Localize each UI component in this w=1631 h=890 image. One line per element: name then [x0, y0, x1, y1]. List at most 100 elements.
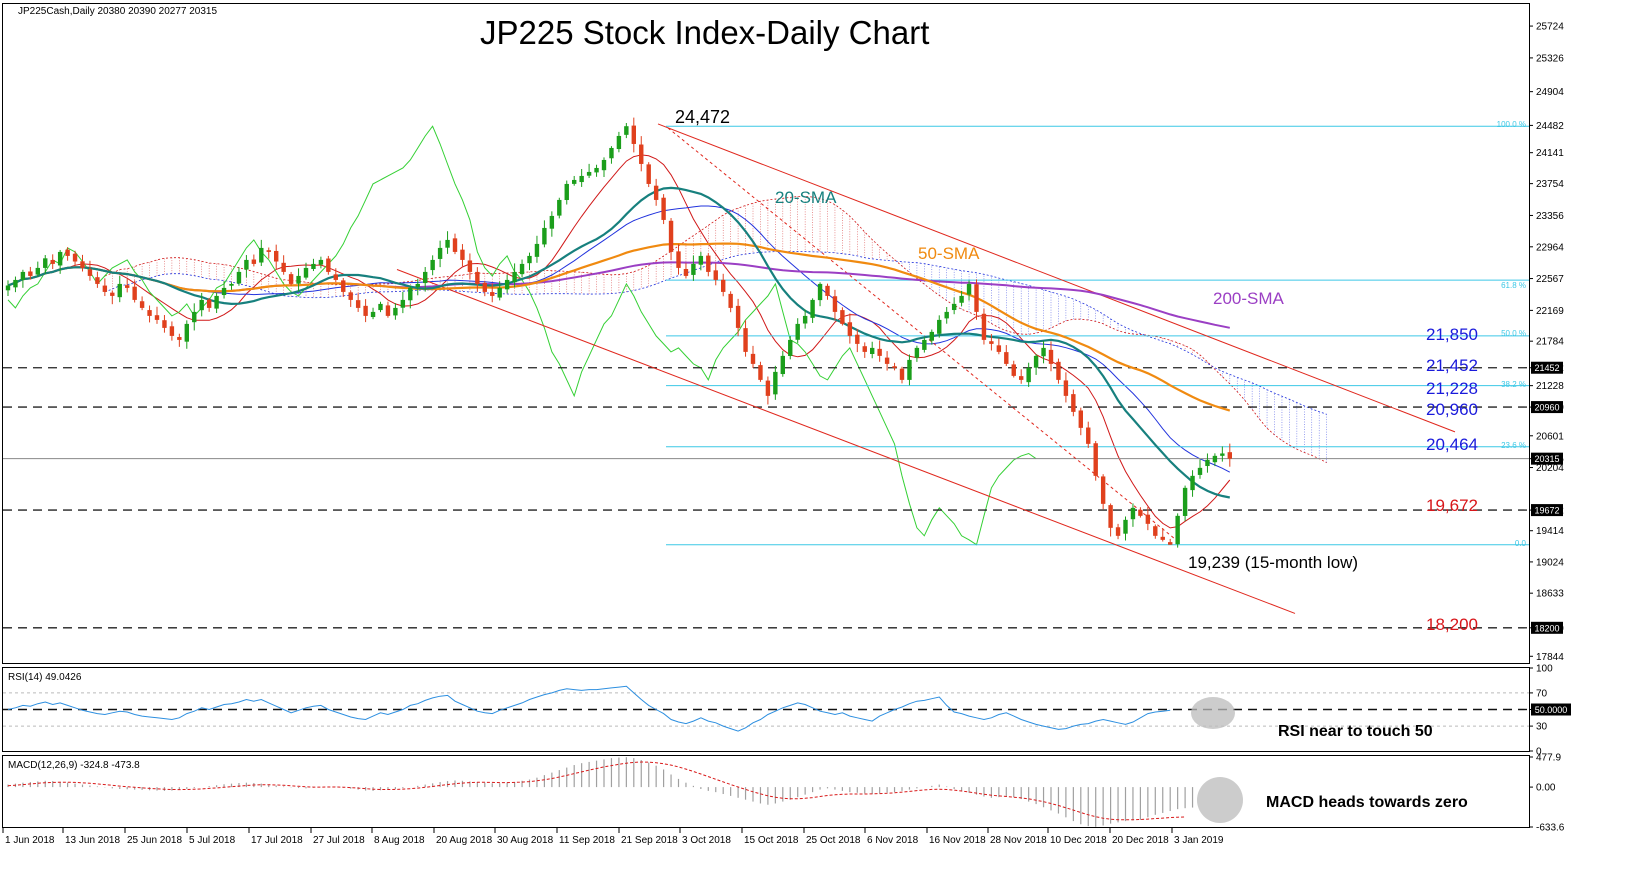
descending-channel: [396, 123, 1456, 614]
macd-annotation: MACD heads towards zero: [1266, 794, 1468, 811]
candle-body: [512, 271, 517, 283]
fib-label-100: 100.0 %: [1497, 120, 1526, 129]
price-panel-frame: [2, 3, 1530, 664]
candle-body: [1153, 526, 1158, 536]
price-tag-box: [1531, 452, 1563, 465]
time-tick-label: 10 Dec 2018: [1050, 835, 1107, 846]
candle-body: [661, 197, 666, 220]
symbol-info: JP225Cash,Daily 20380 20390 20277 20315: [18, 6, 217, 17]
candle-body: [423, 271, 428, 284]
candle-body: [318, 259, 324, 265]
sma20-line: [7, 186, 1231, 499]
candle-body: [870, 347, 875, 354]
candle-body: [125, 285, 130, 288]
level-label-20960: 20,960: [1426, 400, 1478, 419]
channel-diagonal-line: [667, 127, 1181, 544]
candle-body: [542, 227, 547, 245]
candle-body: [728, 293, 733, 308]
candle-body: [564, 183, 569, 201]
candle-body: [832, 296, 838, 312]
candle-body: [117, 283, 122, 298]
candle-body: [348, 292, 353, 300]
candle-body: [601, 159, 607, 171]
fib-labels: 100.0 % 61.8 % 50.0 % 38.2 % 23.6 % 0.0: [1497, 120, 1527, 548]
candle-body: [892, 366, 897, 368]
channel-upper-line: [657, 123, 1456, 433]
candle-body: [810, 299, 815, 318]
candle-body: [497, 287, 502, 298]
price-tick-label: 23356: [1536, 211, 1564, 222]
price-tick-label: 22964: [1536, 242, 1564, 253]
fib-label-50: 50.0 %: [1501, 329, 1526, 338]
candle-body: [1078, 410, 1083, 428]
candle-body: [1227, 452, 1232, 459]
candle-body: [989, 341, 994, 344]
level-label-19672: 19,672: [1426, 496, 1478, 515]
candle-body: [437, 247, 443, 259]
price-tick-label: 17844: [1536, 652, 1564, 663]
candle-body: [43, 258, 48, 268]
candle-body: [974, 284, 979, 312]
time-tick-label: 28 Nov 2018: [990, 835, 1047, 846]
candle-body: [713, 270, 718, 280]
candle-body: [266, 250, 271, 252]
chart-title: JP225 Stock Index-Daily Chart: [480, 14, 929, 51]
candle-body: [333, 274, 338, 280]
rsi-value-tag: [1531, 703, 1571, 716]
candle-body: [430, 259, 435, 271]
candle-body: [1026, 367, 1031, 383]
candle-body: [326, 258, 331, 272]
candle-body: [743, 328, 748, 352]
candle-body: [959, 295, 964, 303]
candle-body: [452, 238, 458, 252]
macd-highlight: [1197, 777, 1243, 823]
candle-body: [303, 267, 309, 278]
candle-body: [1123, 519, 1128, 534]
candle-body: [534, 243, 540, 257]
candle-body: [281, 262, 286, 272]
candle-body: [229, 283, 234, 286]
price-tag-box: [1531, 401, 1563, 414]
candle-body: [475, 271, 480, 284]
price-tick-label: 22169: [1536, 306, 1564, 317]
candle-body: [691, 263, 696, 275]
time-tick-label: 20 Aug 2018: [436, 835, 493, 846]
sma50-line: [7, 242, 1231, 412]
senkou-a-line: [104, 195, 1327, 463]
price-tag-label: 19672: [1534, 506, 1559, 516]
rsi-indicator: [3, 685, 1529, 732]
candle-body: [341, 280, 346, 292]
fib-label-236: 23.6 %: [1501, 441, 1526, 450]
candle-body: [1160, 536, 1165, 540]
macd-tick-label: -633.6: [1536, 823, 1565, 834]
candle-body: [624, 126, 629, 135]
time-tick-label: 25 Jun 2018: [127, 835, 182, 846]
candle-body: [557, 199, 562, 216]
fib-label-0: 0.0: [1515, 539, 1527, 548]
channel-lower-line: [396, 269, 1296, 614]
time-axis: 1 Jun 2018 13 Jun 2018 25 Jun 2018 5 Jul 20…: [2, 828, 1224, 846]
candle-body: [1190, 475, 1195, 491]
candle-body: [311, 263, 316, 269]
candle-body: [57, 251, 63, 266]
candle-body: [527, 255, 532, 264]
price-tick-label: 24904: [1536, 87, 1564, 98]
candle-body: [616, 135, 622, 150]
price-tick-label: 24141: [1536, 148, 1564, 159]
candle-body: [467, 260, 473, 272]
price-tick-label: 24482: [1536, 121, 1564, 132]
senkou-b-line: [104, 250, 1327, 415]
candle-body: [1011, 364, 1016, 376]
price-tick-label: 19024: [1536, 557, 1564, 568]
time-tick-label: 27 Jul 2018: [313, 835, 365, 846]
candle-body: [87, 269, 93, 276]
price-tick-label: 22567: [1536, 274, 1564, 285]
candle-body: [788, 339, 793, 356]
time-tick-label: 16 Nov 2018: [929, 835, 986, 846]
candle-body: [13, 279, 18, 288]
candle-body: [1063, 380, 1069, 396]
candle-body: [65, 249, 70, 256]
candle-body: [1212, 455, 1218, 463]
